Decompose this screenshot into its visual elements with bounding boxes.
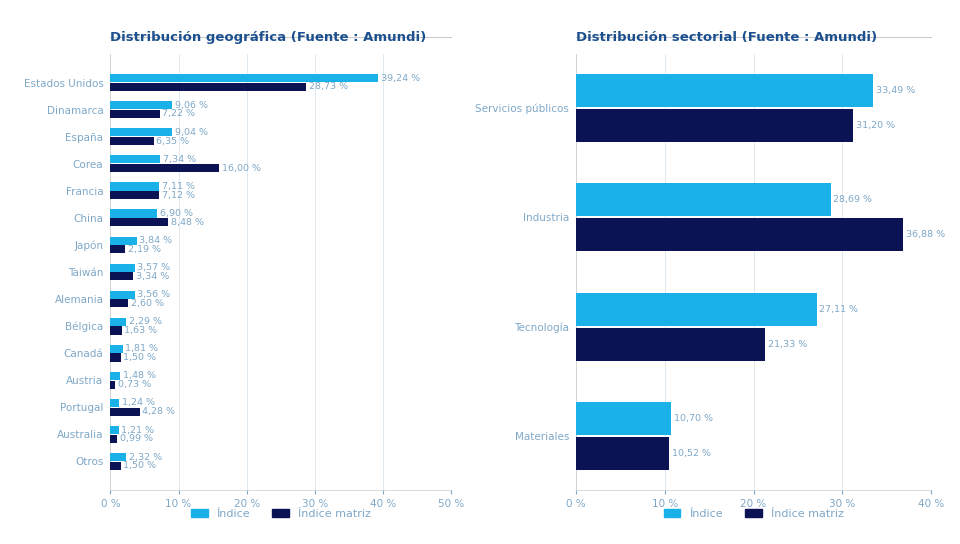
Bar (110, 453, 126, 461)
Text: 1,63 %: 1,63 % (124, 326, 157, 335)
Bar (576, 183, 830, 217)
Text: 2,32 %: 2,32 % (129, 453, 162, 462)
Bar (110, 156, 160, 164)
Legend: Índice, Índice matriz: Índice, Índice matriz (660, 504, 848, 523)
Text: 8,48 %: 8,48 % (171, 218, 204, 227)
Bar (110, 191, 159, 199)
Text: 3,56 %: 3,56 % (137, 290, 171, 299)
Bar (110, 245, 126, 254)
Text: 1,81 %: 1,81 % (126, 344, 158, 354)
Bar (110, 299, 128, 307)
Bar (110, 264, 134, 272)
Text: 1,50 %: 1,50 % (123, 461, 156, 470)
Bar (110, 290, 134, 299)
Text: 27,11 %: 27,11 % (820, 305, 858, 314)
Text: 2,29 %: 2,29 % (129, 317, 161, 326)
Text: 7,22 %: 7,22 % (162, 109, 195, 119)
Text: Distribución geográfica (Fuente : Amundi): Distribución geográfica (Fuente : Amundi… (110, 30, 426, 44)
Text: 10,70 %: 10,70 % (674, 414, 712, 423)
Bar (110, 326, 122, 335)
Bar (110, 237, 136, 245)
Text: 1,48 %: 1,48 % (123, 372, 156, 380)
Bar (110, 128, 172, 137)
Text: 4,28 %: 4,28 % (142, 407, 176, 416)
Bar (576, 327, 765, 361)
Text: 28,69 %: 28,69 % (833, 195, 873, 205)
Text: 3,57 %: 3,57 % (137, 263, 171, 272)
Bar (576, 293, 817, 325)
Text: 1,21 %: 1,21 % (121, 425, 155, 435)
Text: 31,20 %: 31,20 % (855, 121, 895, 130)
Text: 7,12 %: 7,12 % (161, 190, 195, 200)
Bar (110, 380, 115, 388)
Bar (110, 182, 158, 190)
Bar (576, 74, 874, 107)
Text: 3,34 %: 3,34 % (136, 272, 169, 281)
Legend: Índice, Índice matriz: Índice, Índice matriz (186, 504, 375, 523)
Text: 36,88 %: 36,88 % (906, 230, 946, 239)
Bar (110, 462, 121, 470)
Text: 7,11 %: 7,11 % (161, 182, 195, 191)
Bar (110, 74, 378, 82)
Text: 10,52 %: 10,52 % (672, 449, 711, 458)
Bar (110, 372, 121, 380)
Bar (110, 426, 119, 434)
Text: 2,60 %: 2,60 % (131, 299, 164, 308)
Text: 7,34 %: 7,34 % (163, 155, 196, 164)
Text: 9,06 %: 9,06 % (175, 101, 208, 110)
Bar (110, 407, 139, 416)
Bar (110, 272, 133, 280)
Bar (110, 83, 306, 91)
Bar (576, 219, 903, 251)
Text: 21,33 %: 21,33 % (768, 339, 807, 349)
Text: 39,24 %: 39,24 % (380, 74, 420, 83)
Text: 1,50 %: 1,50 % (123, 353, 156, 362)
Text: 2,19 %: 2,19 % (128, 245, 161, 254)
Bar (110, 399, 119, 407)
Text: 16,00 %: 16,00 % (222, 164, 261, 172)
Text: 33,49 %: 33,49 % (876, 86, 915, 95)
Bar (110, 209, 157, 218)
Text: 3,84 %: 3,84 % (139, 236, 173, 245)
Bar (110, 110, 159, 118)
Text: 6,90 %: 6,90 % (160, 209, 193, 218)
Text: 0,73 %: 0,73 % (118, 380, 152, 389)
Bar (110, 435, 117, 443)
Bar (110, 164, 220, 172)
Bar (110, 101, 172, 109)
Text: 28,73 %: 28,73 % (309, 82, 348, 91)
Text: 6,35 %: 6,35 % (156, 137, 189, 146)
Bar (110, 354, 121, 362)
Bar (576, 109, 853, 142)
Text: Distribución sectorial (Fuente : Amundi): Distribución sectorial (Fuente : Amundi) (576, 30, 877, 44)
Bar (110, 318, 126, 326)
Text: 1,24 %: 1,24 % (122, 398, 155, 407)
Text: 0,99 %: 0,99 % (120, 434, 153, 443)
Text: 9,04 %: 9,04 % (175, 128, 207, 137)
Bar (576, 402, 671, 435)
Bar (110, 218, 168, 226)
Bar (110, 137, 154, 145)
Bar (576, 437, 669, 470)
Bar (110, 345, 123, 353)
